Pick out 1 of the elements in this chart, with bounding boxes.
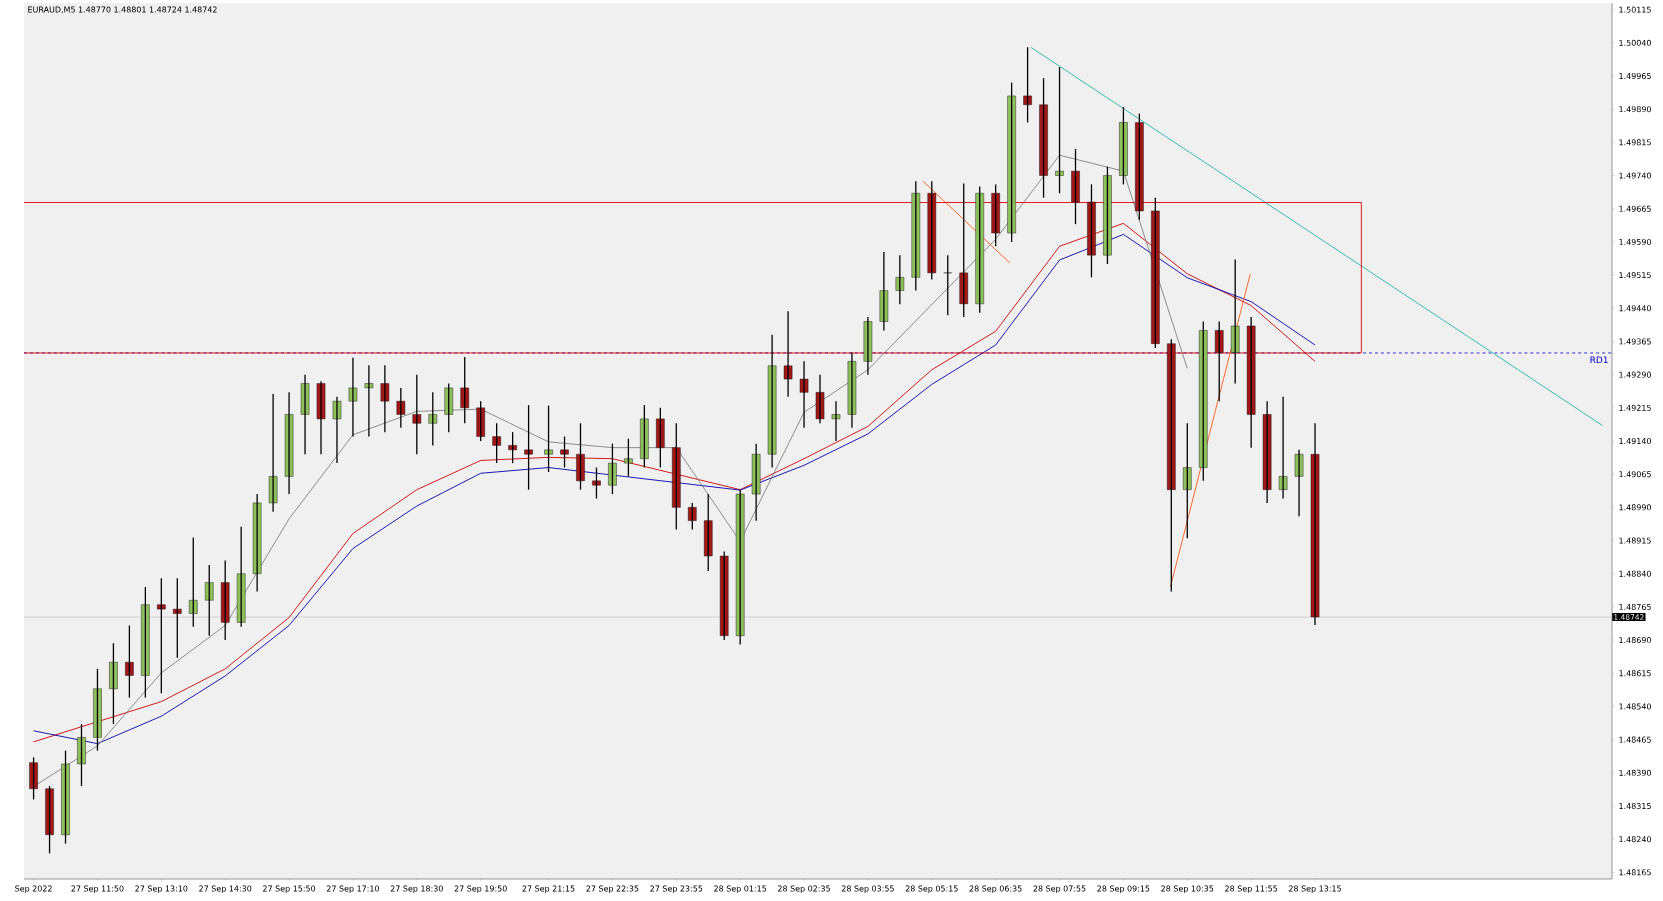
ref-line-label: RD1	[1590, 356, 1608, 364]
